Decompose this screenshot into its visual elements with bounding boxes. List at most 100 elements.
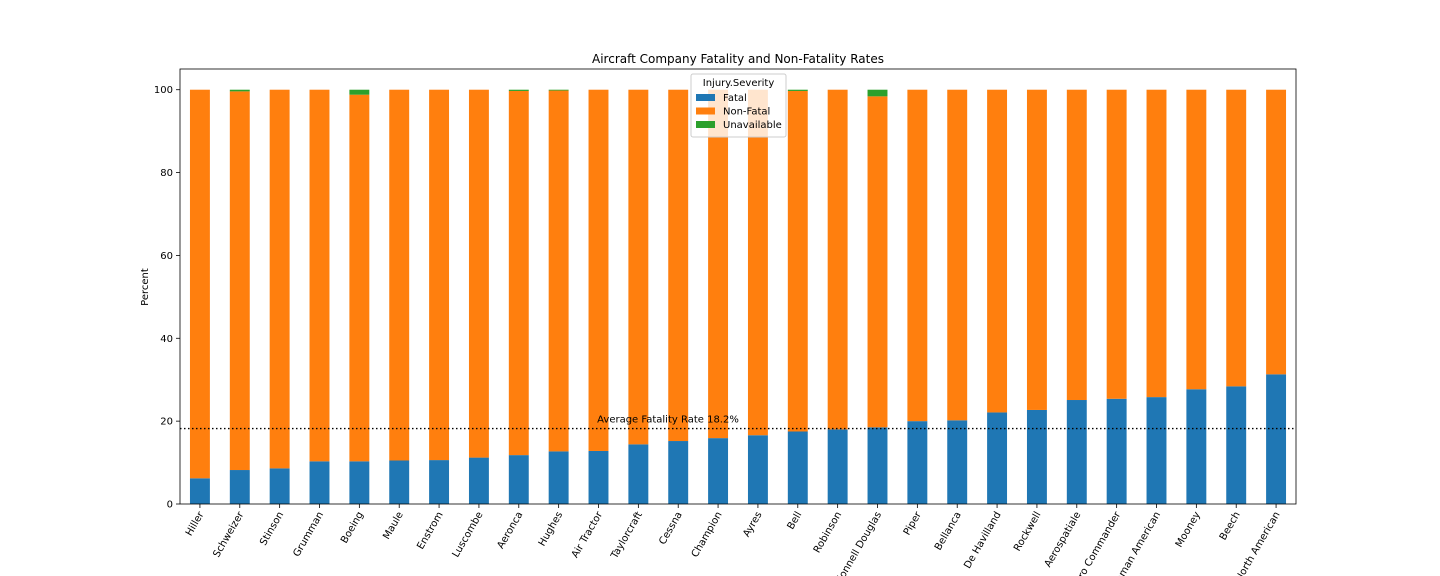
x-tick-label-robinson: Robinson [812, 510, 844, 555]
bar-non-fatal-hughes [548, 90, 569, 452]
bar-fatal-enstrom [429, 460, 450, 504]
bar-non-fatal-aero-commander [1106, 89, 1127, 399]
x-tick-label-mooney: Mooney [1174, 510, 1203, 550]
legend-title: Injury.Severity [703, 78, 775, 89]
bar-fatal-beech [1226, 386, 1247, 504]
bar-non-fatal-grumman [309, 89, 330, 462]
bar-non-fatal-enstrom [429, 89, 450, 461]
average-line-layer: Average Fatality Rate 18.2% [180, 415, 1296, 430]
bar-non-fatal-bellanca [947, 89, 968, 421]
bar-non-fatal-stinson [269, 89, 290, 469]
bar-non-fatal-beech [1226, 89, 1247, 387]
bar-non-fatal-de-havilland [987, 89, 1008, 413]
average-fatality-label: Average Fatality Rate 18.2% [597, 415, 739, 426]
legend-swatch-non-fatal [696, 107, 715, 115]
bar-fatal-bell [787, 431, 808, 504]
x-tick-label-hiller: Hiller [184, 509, 207, 538]
bar-non-fatal-grumman-american [1146, 89, 1167, 398]
y-tick-label-80: 80 [160, 168, 173, 179]
bar-non-fatal-champion [708, 89, 729, 439]
bar-unavailable-aeronca [508, 89, 529, 91]
x-tick-label-luscombe: Luscombe [451, 510, 486, 560]
x-tick-label-stinson: Stinson [258, 510, 286, 548]
bar-fatal-aerospatiale [1066, 400, 1087, 504]
x-tick-label-rockwell: Rockwell [1012, 510, 1043, 553]
bar-unavailable-boeing [349, 89, 370, 95]
x-tick-label-piper: Piper [902, 509, 925, 537]
legend-swatch-unavailable [696, 121, 715, 128]
bar-non-fatal-schweizer [229, 91, 250, 471]
bar-non-fatal-air-tractor [588, 89, 609, 451]
bar-non-fatal-cessna [668, 89, 689, 442]
bar-non-fatal-aeronca [508, 90, 529, 456]
bar-non-fatal-hiller [189, 89, 210, 479]
bar-non-fatal-aerospatiale [1066, 89, 1087, 401]
bar-fatal-mooney [1186, 389, 1207, 504]
bar-fatal-robinson [827, 429, 848, 504]
bar-fatal-mcdonnell-douglas [867, 427, 888, 504]
x-tick-label-taylorcraft: Taylorcraft [609, 510, 645, 562]
bar-non-fatal-mcdonnell-douglas [867, 96, 888, 428]
legend-swatch-fatal [696, 94, 715, 101]
bar-fatal-rockwell [1026, 409, 1047, 504]
bar-fatal-taylorcraft [628, 444, 649, 504]
bar-non-fatal-mooney [1186, 89, 1207, 390]
x-tick-label-hughes: Hughes [537, 510, 565, 548]
bar-non-fatal-bell [787, 90, 808, 432]
bar-fatal-aero-commander [1106, 398, 1127, 504]
bar-fatal-champion [708, 438, 729, 504]
bar-fatal-ayres [747, 435, 768, 504]
y-tick-label-0: 0 [167, 500, 173, 511]
bar-fatal-grumman [309, 461, 330, 504]
bar-unavailable-bell [787, 89, 808, 91]
x-tick-label-north-american: North American [1234, 510, 1283, 576]
y-tick-label-60: 60 [160, 251, 173, 262]
bars-layer [189, 89, 1287, 504]
bar-fatal-hughes [548, 451, 569, 504]
x-tick-label-bell: Bell [786, 510, 805, 532]
bar-unavailable-schweizer [229, 89, 250, 92]
y-tick-label-100: 100 [154, 85, 173, 96]
y-tick-label-40: 40 [160, 334, 173, 345]
x-tick-label-champion: Champion [690, 510, 725, 559]
legend-label-fatal: Fatal [723, 93, 747, 104]
bar-non-fatal-ayres [747, 89, 768, 436]
y-axis: 0 20 40 60 80 100 [154, 85, 180, 511]
bar-non-fatal-maule [389, 89, 410, 461]
x-tick-label-air-tractor: Air Tractor [570, 509, 606, 560]
x-tick-label-beech: Beech [1218, 510, 1243, 542]
x-tick-label-schweizer: Schweizer [211, 509, 246, 559]
bar-unavailable-mcdonnell-douglas [867, 89, 888, 97]
bar-unavailable-hughes [548, 89, 569, 91]
bar-non-fatal-robinson [827, 89, 848, 430]
x-tick-label-cessna: Cessna [657, 510, 685, 547]
bar-non-fatal-rockwell [1026, 89, 1047, 410]
bar-non-fatal-luscombe [468, 89, 489, 458]
bar-fatal-schweizer [229, 470, 250, 504]
x-tick-label-grumman: Grumman [291, 510, 326, 559]
chart-title: Aircraft Company Fatality and Non-Fatali… [592, 52, 884, 66]
bar-non-fatal-boeing [349, 94, 370, 462]
y-tick-label-20: 20 [160, 417, 173, 428]
bar-fatal-hiller [189, 478, 210, 504]
bar-fatal-stinson [269, 468, 290, 504]
x-tick-label-boeing: Boeing [339, 510, 366, 545]
y-axis-label: Percent [140, 268, 151, 306]
x-axis: Hiller Schweizer Stinson Grumman Boeing Maule… [184, 504, 1283, 576]
bar-fatal-grumman-american [1146, 397, 1167, 504]
bar-fatal-luscombe [468, 457, 489, 504]
bar-fatal-de-havilland [987, 412, 1008, 504]
x-tick-label-bellanca: Bellanca [933, 510, 964, 552]
bar-fatal-maule [389, 460, 410, 504]
x-tick-label-maule: Maule [381, 510, 406, 542]
bar-non-fatal-taylorcraft [628, 89, 649, 445]
x-tick-label-enstrom: Enstrom [415, 510, 445, 551]
bar-fatal-boeing [349, 461, 370, 504]
x-tick-label-aerospatiale: Aerospatiale [1043, 510, 1084, 569]
bar-fatal-cessna [668, 441, 689, 504]
bar-non-fatal-piper [907, 89, 928, 422]
bar-fatal-piper [907, 421, 928, 504]
bar-fatal-air-tractor [588, 450, 609, 504]
